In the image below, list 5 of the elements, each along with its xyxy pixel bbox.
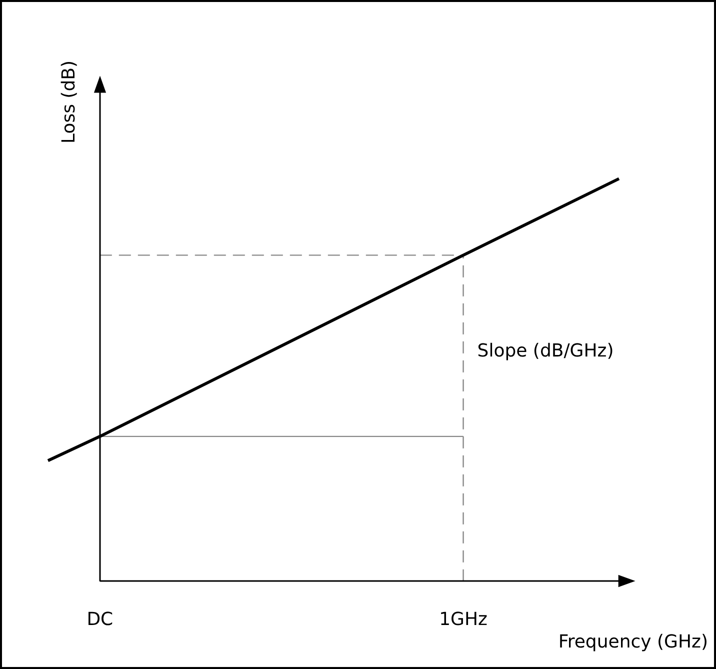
y-axis-title: Loss (dB) [58,60,80,144]
x-axis-title: Frequency (GHz) [558,632,708,653]
x-tick-label: 1GHz [439,608,488,630]
x-tick-label: DC [86,608,114,630]
annotation: Slope (dB/GHz) [477,340,614,362]
